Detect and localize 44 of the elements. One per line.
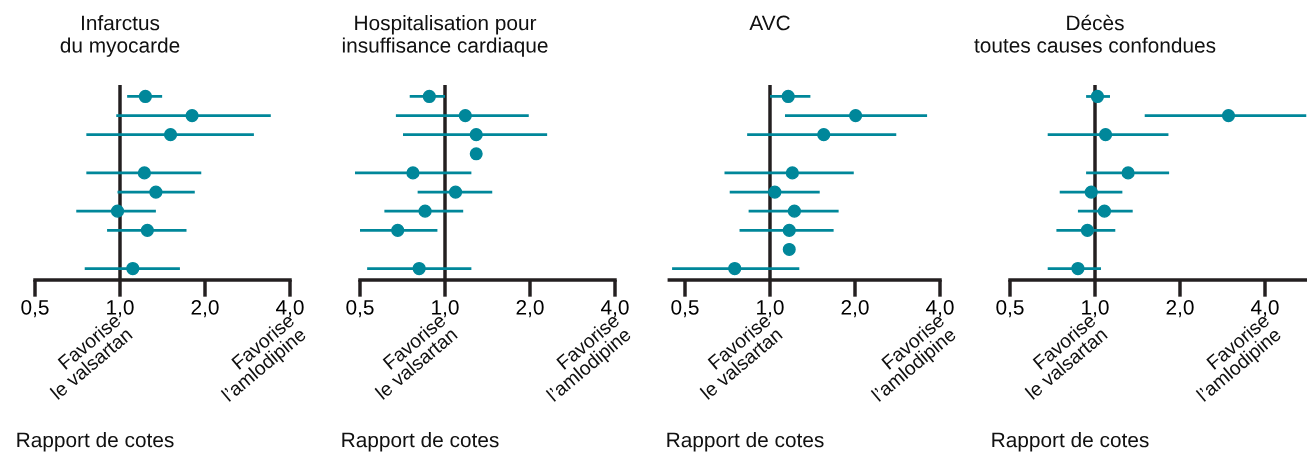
x-axis-title: Rapport de cotes xyxy=(992,432,1149,452)
x-tick-label: 4,0 xyxy=(601,299,629,318)
x-tick-label: 2,0 xyxy=(841,299,869,318)
point xyxy=(817,128,831,142)
x-axis-title: Rapport de cotes xyxy=(17,432,174,452)
point xyxy=(406,166,420,180)
point xyxy=(781,89,795,104)
x-tick-label: 0,5 xyxy=(21,299,49,318)
x-tick-label: 0,5 xyxy=(671,299,699,318)
point xyxy=(785,166,799,180)
point xyxy=(469,128,483,142)
point xyxy=(126,261,140,276)
x-tick-label: 0,5 xyxy=(346,299,374,318)
x-tick-label: 1,0 xyxy=(107,299,134,318)
x-axis-title: Rapport de cotes xyxy=(667,432,824,452)
point xyxy=(422,89,436,104)
chart-title: Hospitalisation pour insuffisance cardiaque xyxy=(342,15,548,57)
x-tick-label: 2,0 xyxy=(1166,299,1194,318)
chart-title: Infarctus du myocarde xyxy=(60,15,180,57)
point xyxy=(138,89,152,104)
point xyxy=(163,128,178,142)
point xyxy=(782,242,796,256)
x-tick-label: 0,5 xyxy=(996,299,1024,318)
x-axis-title: Rapport de cotes xyxy=(342,432,499,452)
x-tick-label: 2,0 xyxy=(191,299,219,318)
point xyxy=(137,166,151,180)
point xyxy=(418,204,432,218)
x-tick-label: 2,0 xyxy=(516,299,544,318)
x-tick-label: 4,0 xyxy=(1251,299,1279,318)
point xyxy=(458,108,472,123)
chart-title: AVC xyxy=(749,15,790,31)
point xyxy=(469,147,483,161)
point xyxy=(787,204,801,218)
point xyxy=(140,223,154,237)
x-tick-label: 1,0 xyxy=(757,299,784,318)
point xyxy=(412,261,426,276)
chart-title: Décès toutes causes confondues xyxy=(974,14,1216,53)
x-tick-label: 1,0 xyxy=(1082,299,1109,318)
x-tick-label: 1,0 xyxy=(432,299,459,318)
x-tick-label: 4,0 xyxy=(926,299,954,318)
x-tick-label: 4,0 xyxy=(276,299,304,318)
point xyxy=(149,185,163,199)
point xyxy=(782,223,796,237)
point xyxy=(768,185,782,199)
